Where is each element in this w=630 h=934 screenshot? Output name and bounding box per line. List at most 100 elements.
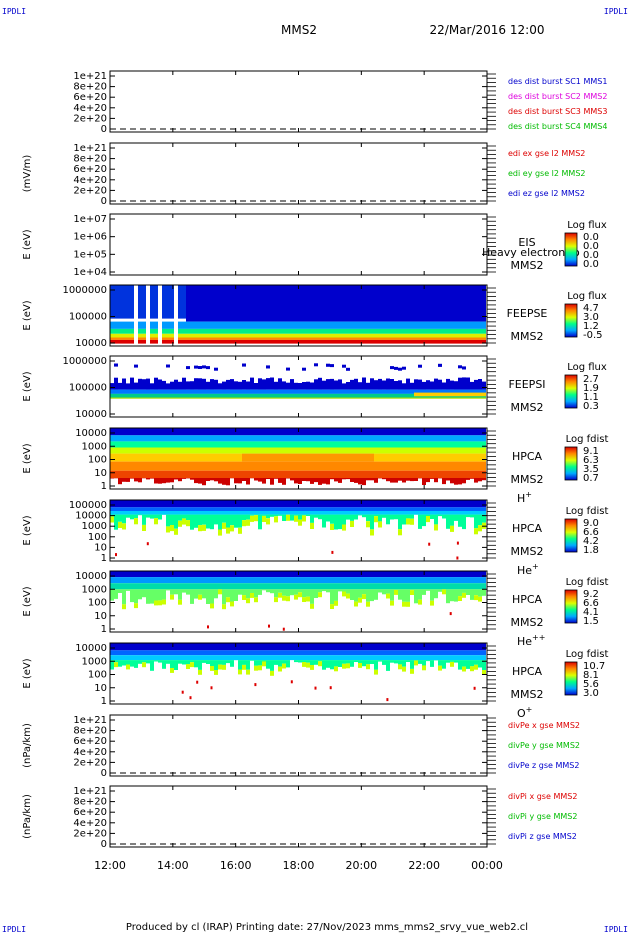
spectrogram-cell	[398, 478, 402, 481]
spectrogram-cell	[430, 428, 434, 436]
spectrogram-cell	[282, 393, 286, 398]
spectrogram-cell	[198, 500, 202, 508]
spectrogram-cell	[462, 650, 466, 656]
spectrogram-cell	[410, 453, 414, 462]
spectrogram-cell	[450, 321, 454, 329]
spectrogram-cell	[182, 339, 186, 344]
spectrogram-cell	[178, 514, 182, 521]
spectrogram-cell	[246, 397, 250, 399]
spectrogram-cell	[358, 583, 362, 590]
spectrogram-cell	[466, 583, 470, 590]
spectrogram-cell	[350, 447, 354, 454]
spectrogram-cell	[402, 589, 406, 602]
spectrogram-cell	[226, 453, 230, 462]
spectrogram-cell	[266, 337, 270, 340]
spectrogram-cell	[466, 447, 470, 454]
spectrogram-cell	[478, 525, 482, 532]
spectrogram-cell	[426, 333, 430, 338]
spectrogram-cell	[138, 333, 142, 338]
spectrogram-cell	[330, 589, 334, 605]
spectrogram-cell	[274, 389, 278, 394]
spectrogram-cell	[470, 389, 474, 394]
spectrogram-cell	[218, 447, 222, 454]
spectrogram-cell	[210, 337, 214, 340]
spectrogram-cell	[458, 453, 462, 462]
spectrogram-cell	[346, 393, 350, 398]
spectrogram-cell	[222, 470, 226, 478]
spectrogram-cell	[210, 441, 214, 448]
spectrogram-cell	[326, 511, 330, 515]
spectrogram-cell	[454, 655, 458, 661]
spectrogram-cell	[238, 514, 242, 528]
spectrogram-cell	[278, 337, 282, 340]
spectrogram-cell	[386, 328, 390, 334]
spectrogram-cell	[170, 337, 174, 340]
spectrogram-cell	[242, 643, 246, 651]
spectrogram-cell	[398, 664, 402, 670]
spectrogram-cell	[418, 333, 422, 338]
spectrogram-cell	[474, 397, 478, 399]
spectrogram-cell	[442, 660, 446, 669]
spectrogram-cell	[374, 435, 378, 442]
spectrogram-cell	[294, 382, 298, 390]
spectrogram-cell	[170, 583, 174, 590]
instrument-label: HPCA	[512, 593, 543, 606]
spectrogram-cell	[290, 478, 294, 481]
spectrogram-cell	[210, 461, 214, 471]
spectrogram-cell	[462, 511, 466, 515]
spectrogram-cell	[446, 478, 450, 481]
spectrogram-cell	[110, 435, 114, 442]
spectrogram-cell	[122, 428, 126, 436]
spectrogram-cell	[254, 321, 258, 329]
y-tick-label: 4e+20	[73, 818, 107, 829]
spectrogram-cell	[194, 339, 198, 344]
spectrogram-cell	[134, 397, 138, 399]
spectrogram-cell	[410, 589, 414, 591]
spectrogram-cell	[150, 393, 154, 398]
spectrogram-cell	[426, 643, 430, 651]
spectrogram-cell	[250, 333, 254, 338]
spectrogram-cell	[458, 328, 462, 334]
spectrogram-cell	[306, 650, 310, 656]
spectrogram-cell	[178, 435, 182, 442]
spectrogram-cell	[314, 507, 318, 511]
spectrogram-cell	[318, 643, 322, 651]
spectrogram-cell	[358, 428, 362, 436]
spectrogram-cell	[322, 380, 326, 390]
spectrogram-cell	[254, 435, 258, 442]
spectrogram-cell	[406, 461, 410, 471]
spectrogram-cell	[410, 655, 414, 661]
spectrogram-cell	[222, 500, 226, 508]
spectrogram-cell	[130, 461, 134, 471]
spectrogram-cell	[330, 285, 334, 322]
spectrogram-cell	[234, 461, 238, 471]
spectrogram-cell	[174, 650, 178, 656]
spectrogram-cell	[170, 478, 174, 483]
spectrogram-cell	[454, 571, 458, 578]
spectrogram-cell	[238, 669, 242, 675]
spectrogram-cell	[298, 655, 302, 661]
spectrogram-cell	[390, 339, 394, 344]
spectrogram-cell	[366, 428, 370, 436]
spectrogram-cell	[350, 453, 354, 462]
spectrogram-cell	[226, 514, 230, 528]
spectrogram-cell	[134, 603, 138, 609]
spectrogram-cell	[474, 333, 478, 338]
spectrogram-cell	[346, 321, 350, 329]
spectrogram-cell	[218, 328, 222, 334]
spectrogram-cell	[318, 583, 322, 590]
spectrogram-cell	[278, 583, 282, 590]
spectrogram-cell	[322, 507, 326, 511]
y-tick-label: 100	[88, 598, 107, 609]
spectrogram-cell	[270, 397, 274, 399]
spectrogram-cell	[398, 655, 402, 661]
spectrogram-cell	[442, 589, 446, 595]
spectrogram-cell	[174, 441, 178, 448]
spectrogram-cell	[118, 583, 122, 590]
spectrogram-cell	[282, 514, 286, 521]
spectrogram-cell	[170, 500, 174, 508]
spectrogram-cell	[330, 514, 334, 524]
spectrogram-cell	[154, 650, 158, 656]
spectrogram-cell	[398, 441, 402, 448]
spectrogram-cell	[442, 470, 446, 478]
